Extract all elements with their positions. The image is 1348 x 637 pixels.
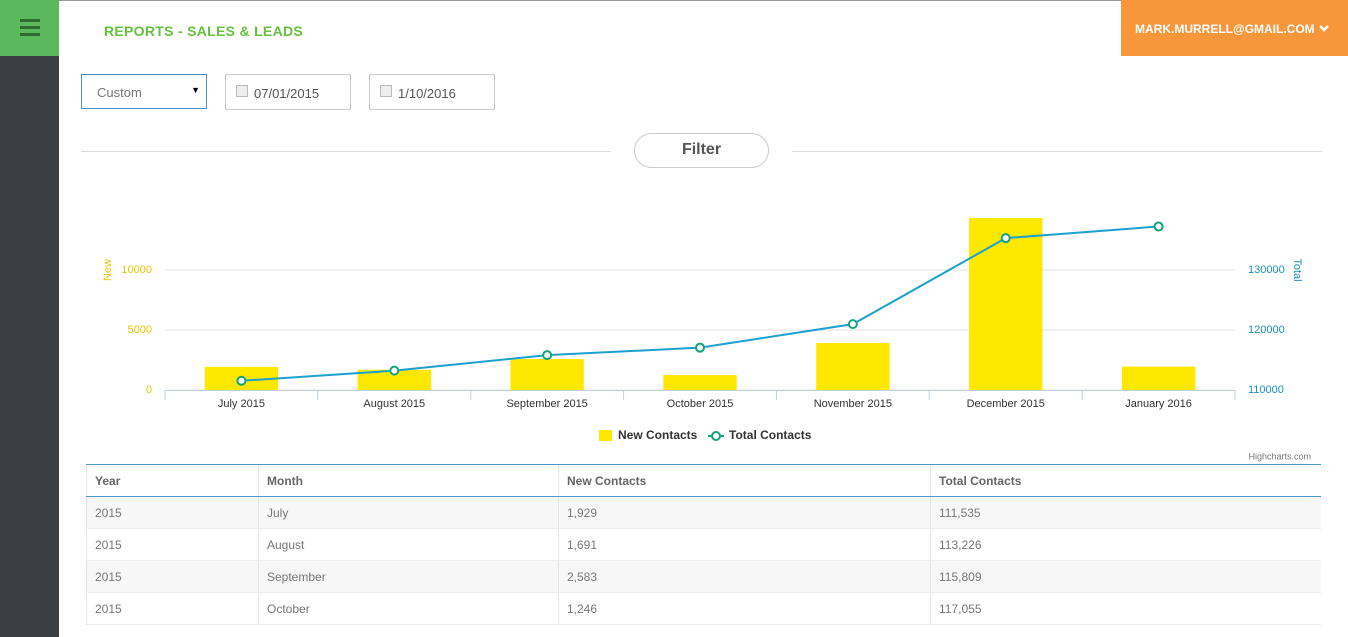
end-date-input[interactable]: 1/10/2016: [369, 74, 495, 110]
table-row: 2015 July 1,929 111,535: [86, 496, 1321, 529]
x-tick-label: October 2015: [667, 398, 734, 410]
x-tick-label: July 2015: [218, 398, 265, 410]
data-table: Year Month New Contacts Total Contacts 2015 J…: [86, 464, 1321, 625]
x-tick-label: January 2016: [1125, 398, 1192, 410]
table-cell: 1,929: [558, 496, 931, 529]
y2-axis-title: Total: [1291, 258, 1303, 281]
chevron: [1319, 25, 1329, 32]
column-header: Month: [258, 464, 559, 497]
line-marker: [1153, 221, 1164, 232]
line-marker: [1000, 233, 1011, 244]
menu-button[interactable]: [0, 0, 59, 56]
line-marker: [847, 319, 858, 330]
column-header: Total Contacts: [930, 464, 1321, 497]
bar: [816, 342, 890, 390]
range-select[interactable]: Custom ▼: [81, 74, 207, 109]
start-date-input[interactable]: 07/01/2015: [225, 74, 351, 110]
user-menu[interactable]: MARK.MURRELL@GMAIL.COM: [1121, 0, 1348, 56]
table-cell: 113,226: [930, 528, 1321, 561]
table-row: 2015 August 1,691 113,226: [86, 528, 1321, 561]
table-cell: 2015: [86, 592, 259, 625]
page-title: REPORTS - SALES & LEADS: [104, 23, 304, 39]
table-cell: 115,809: [930, 560, 1321, 593]
y2-tick-label: 110000: [1248, 384, 1284, 396]
table-cell: 2,583: [558, 560, 931, 593]
table-cell: 117,055: [930, 592, 1321, 625]
table-cell: August: [258, 528, 559, 561]
legend-label: Total Contacts: [729, 428, 812, 442]
x-tick-label: November 2015: [814, 398, 892, 410]
line-marker: [542, 350, 553, 361]
column-header: New Contacts: [558, 464, 931, 497]
x-tick-label: August 2015: [363, 398, 425, 410]
divider: [81, 151, 611, 152]
user-email: MARK.MURRELL@GMAIL.COM: [1135, 22, 1315, 36]
sidebar: [0, 0, 59, 637]
column-header: Year: [86, 464, 259, 497]
end-date: 1/10/2016: [398, 86, 456, 101]
x-tick-label: December 2015: [967, 398, 1045, 410]
y-axis-title: New: [102, 259, 114, 281]
y2-tick-label: 120000: [1248, 324, 1285, 336]
bar: [969, 218, 1043, 390]
start-date: 07/01/2015: [254, 86, 320, 101]
legend-bar-symbol: [599, 430, 612, 441]
table-cell: 2015: [86, 560, 259, 593]
chart: 0 5000 10000 110000 120000 130000 New Total July…: [102, 218, 1311, 461]
y-tick-label: 0: [146, 384, 152, 396]
table-cell: 1,246: [558, 592, 931, 625]
bar: [663, 375, 737, 390]
top-border: [59, 0, 1348, 1]
table-cell: 111,535: [930, 496, 1321, 529]
y2-tick-label: 130000: [1248, 264, 1285, 276]
table-row: 2015 October 1,246 117,055: [86, 592, 1321, 625]
table-cell: 2015: [86, 496, 259, 529]
bar: [357, 369, 431, 390]
x-tick-label: September 2015: [506, 398, 587, 410]
table-cell: September: [258, 560, 559, 593]
filter-button[interactable]: Filter: [634, 133, 769, 168]
divider: [792, 151, 1322, 152]
y-tick-label: 5000: [128, 324, 152, 336]
table-cell: 2015: [86, 528, 259, 561]
range-value: Custom: [97, 85, 142, 100]
line-marker: [389, 365, 400, 376]
y-tick-label: 10000: [121, 264, 152, 276]
bar: [1121, 366, 1196, 390]
legend-label: New Contacts: [618, 428, 698, 442]
table-cell: 1,691: [558, 528, 931, 561]
credits: Highcharts.com: [1248, 451, 1311, 461]
table-cell: July: [258, 496, 559, 529]
table-row: 2015 September 2,583 115,809: [86, 560, 1321, 593]
bar: [510, 359, 584, 390]
table-cell: October: [258, 592, 559, 625]
line-marker: [695, 342, 705, 353]
line-marker: [236, 375, 247, 386]
legend-marker-symbol: [711, 431, 721, 441]
